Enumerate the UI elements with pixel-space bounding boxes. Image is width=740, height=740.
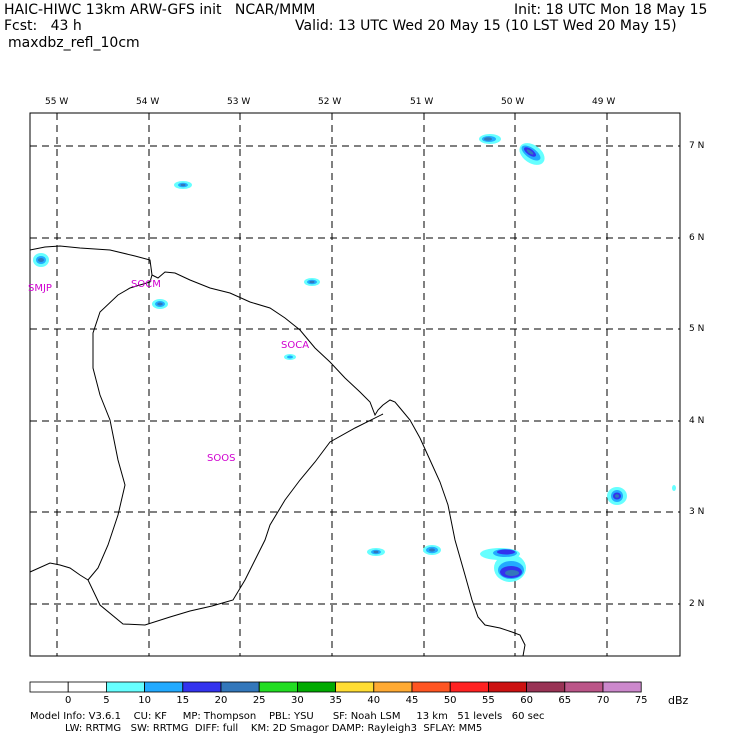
colorbar-swatch bbox=[602, 681, 642, 693]
colorbar-tick-label: 20 bbox=[214, 695, 228, 706]
colorbar-tick-label: 0 bbox=[65, 695, 72, 706]
colorbar-tick-label: 60 bbox=[520, 695, 533, 706]
colorbar-swatch bbox=[144, 681, 184, 693]
echo-cell bbox=[607, 487, 627, 505]
colorbar-tick-label: 75 bbox=[634, 695, 648, 706]
colorbar-tick-label: 5 bbox=[103, 695, 110, 706]
echo-cell bbox=[174, 181, 192, 189]
station-label-soca: SOCA bbox=[281, 340, 310, 351]
lat-label-5n: 5 N bbox=[689, 324, 705, 334]
plot-title: HAIC-HIWC 13km ARW-GFS init NCAR/MMM bbox=[4, 2, 316, 18]
colorbar-swatch bbox=[296, 681, 336, 693]
colorbar-swatch bbox=[411, 681, 451, 693]
colorbar-tick-label: 35 bbox=[329, 695, 342, 706]
coast-guianas-brazil bbox=[29, 245, 526, 657]
echo-cell bbox=[33, 253, 49, 267]
lat-label-4n: 4 N bbox=[689, 416, 705, 426]
model-info-line1: Model Info: V3.6.1 CU: KF MP: Thompson P… bbox=[30, 711, 545, 722]
colorbar-tick-label: 15 bbox=[176, 695, 190, 706]
forecast-hour: Fcst: 43 h bbox=[4, 18, 82, 34]
lat-label-2n: 2 N bbox=[689, 599, 705, 609]
colorbar-unit: dBz bbox=[668, 694, 689, 707]
colorbar-swatch bbox=[106, 681, 146, 693]
echo-cell bbox=[672, 485, 676, 491]
init-time: Init: 18 UTC Mon 18 May 15 bbox=[514, 2, 708, 18]
coastline bbox=[29, 245, 526, 657]
colorbar bbox=[29, 681, 642, 693]
lon-label-50w: 50 W bbox=[501, 97, 525, 107]
colorbar-swatch bbox=[335, 681, 375, 693]
colorbar-tick-label: 30 bbox=[291, 695, 304, 706]
colorbar-tick-label: 70 bbox=[596, 695, 610, 706]
lat-label-6n: 6 N bbox=[689, 233, 705, 243]
lon-label-49w: 49 W bbox=[592, 97, 616, 107]
echo-cell bbox=[519, 143, 545, 165]
colorbar-swatch bbox=[564, 681, 604, 693]
colorbar-swatch bbox=[29, 681, 69, 693]
colorbar-tick-label: 65 bbox=[558, 695, 572, 706]
lon-label-55w: 55 W bbox=[45, 97, 69, 107]
lat-label-7n: 7 N bbox=[689, 141, 705, 151]
colorbar-swatch bbox=[67, 681, 107, 693]
echo-cell bbox=[152, 299, 168, 309]
colorbar-tick-label: 45 bbox=[405, 695, 419, 706]
colorbar-swatch bbox=[526, 681, 566, 693]
field-name: maxdbz_refl_10cm bbox=[8, 35, 140, 51]
station-label-socm: SOCM bbox=[131, 279, 161, 290]
colorbar-swatch bbox=[449, 681, 489, 693]
model-info-line2: LW: RRTMG SW: RRTMG DIFF: full KM: 2D Sm… bbox=[30, 723, 483, 734]
lat-label-3n: 3 N bbox=[689, 507, 705, 517]
colorbar-tick-label: 25 bbox=[252, 695, 266, 706]
echo-cell bbox=[304, 278, 320, 286]
valid-time: Valid: 13 UTC Wed 20 May 15 (10 LST Wed … bbox=[295, 18, 677, 34]
echo-cell bbox=[423, 545, 441, 555]
colorbar-swatch bbox=[487, 681, 527, 693]
echo-cell bbox=[480, 548, 526, 582]
echo-cell bbox=[479, 134, 501, 144]
colorbar-tick-label: 50 bbox=[443, 695, 457, 706]
border-suriname-brazil bbox=[29, 562, 89, 581]
colorbar-tick-label: 10 bbox=[138, 695, 151, 706]
lon-label-52w: 52 W bbox=[318, 97, 342, 107]
colorbar-tick-label: 40 bbox=[367, 695, 381, 706]
colorbar-swatch bbox=[373, 681, 413, 693]
echo-cell bbox=[284, 354, 296, 360]
station-label-smjp: SMJP bbox=[28, 283, 52, 294]
lon-label-51w: 51 W bbox=[410, 97, 434, 107]
map-frame bbox=[29, 112, 681, 657]
lat-lon-grid bbox=[30, 113, 680, 656]
echo-cell bbox=[367, 548, 385, 556]
colorbar-tick-label: 55 bbox=[482, 695, 495, 706]
colorbar-swatch bbox=[220, 681, 260, 693]
colorbar-swatch bbox=[258, 681, 298, 693]
reflectivity-cells bbox=[33, 134, 676, 582]
lon-label-54w: 54 W bbox=[136, 97, 160, 107]
lon-label-53w: 53 W bbox=[227, 97, 251, 107]
station-label-soos: SOOS bbox=[207, 453, 236, 464]
colorbar-swatch bbox=[182, 681, 222, 693]
border-french-guiana-brazil bbox=[87, 274, 384, 626]
